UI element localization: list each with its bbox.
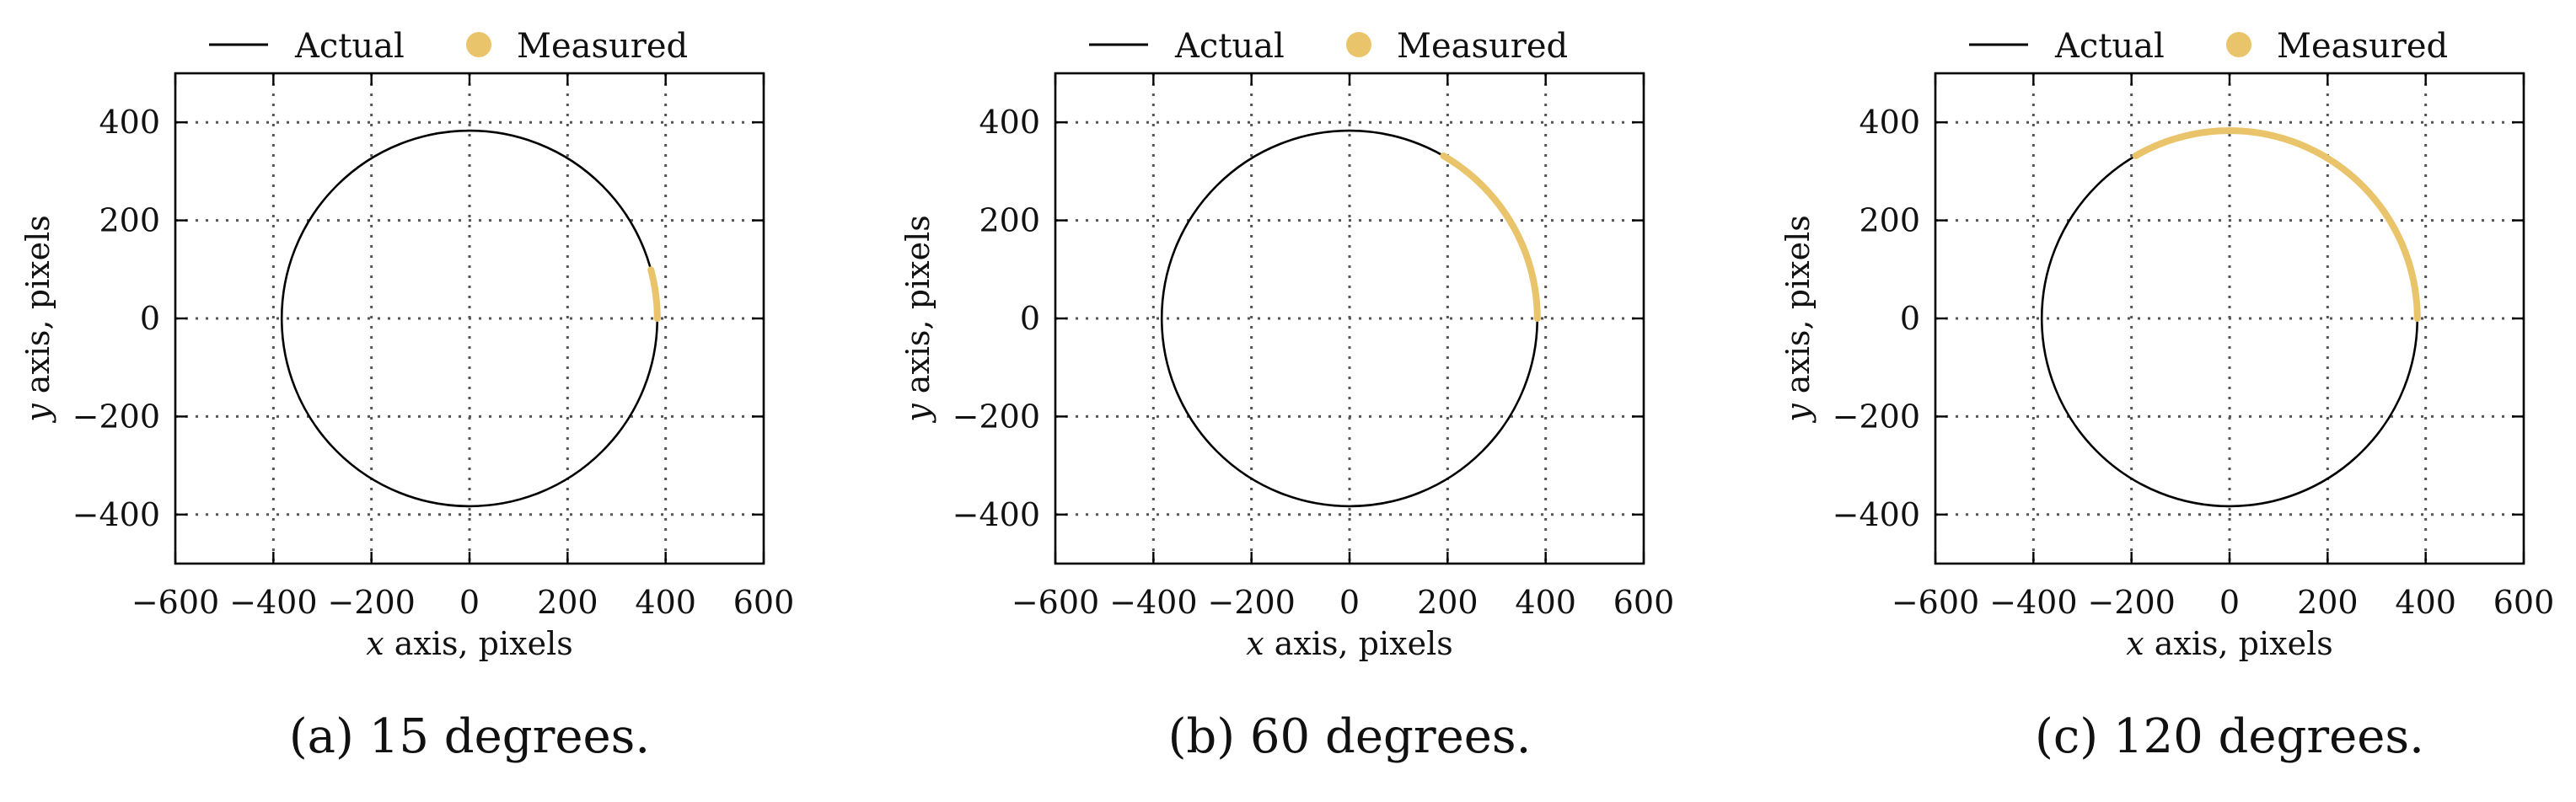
y-tick-label: −200	[72, 398, 160, 435]
x-tick-label: 200	[537, 584, 598, 621]
x-tick-label: −400	[1109, 584, 1197, 621]
legend-actual-label: Actual	[2054, 27, 2165, 66]
measured-arc	[647, 266, 661, 322]
legend-measured-marker	[2226, 32, 2251, 57]
x-axis-label: x axis, pixels	[1246, 625, 1452, 662]
subfigure-caption: (c) 120 degrees.	[2035, 709, 2424, 764]
x-tick-label: −600	[131, 584, 219, 621]
y-tick-label: 400	[979, 104, 1040, 141]
x-tick-label: 0	[1339, 584, 1360, 621]
y-axis-label: y axis, pixels	[19, 215, 56, 424]
x-axis-label: x axis, pixels	[366, 625, 572, 662]
x-tick-label: −600	[1892, 584, 1979, 621]
x-axis-label: x axis, pixels	[2126, 625, 2332, 662]
y-tick-label: −200	[1833, 398, 1920, 435]
legend-measured-marker	[1346, 32, 1371, 57]
y-tick-label: −400	[1833, 496, 1920, 533]
y-tick-label: 0	[1900, 300, 1920, 337]
subfigure-caption: (b) 60 degrees.	[1168, 709, 1532, 764]
legend-measured-label: Measured	[517, 27, 688, 66]
y-tick-label: 200	[99, 202, 160, 239]
measured-arc	[2132, 127, 2421, 322]
legend-measured-label: Measured	[1397, 27, 1568, 66]
x-tick-label: 200	[2297, 584, 2359, 621]
x-tick-label: 600	[1613, 584, 1675, 621]
x-tick-label: 600	[2493, 584, 2555, 621]
x-tick-label: −200	[1207, 584, 1295, 621]
y-tick-label: −400	[72, 496, 160, 533]
x-tick-label: 600	[733, 584, 795, 621]
y-tick-label: 200	[1859, 202, 1920, 239]
y-tick-label: 0	[1020, 300, 1040, 337]
x-tick-label: −600	[1012, 584, 1099, 621]
measured-arc	[1440, 152, 1541, 322]
plot-area	[1160, 129, 1541, 508]
x-tick-label: −200	[327, 584, 415, 621]
y-tick-label: 400	[99, 104, 160, 141]
legend-actual-label: Actual	[294, 27, 405, 66]
x-tick-label: 400	[635, 584, 696, 621]
y-tick-label: 0	[140, 300, 160, 337]
legend: Actual Measured	[1089, 27, 1568, 66]
legend-measured-label: Measured	[2277, 27, 2448, 66]
x-tick-label: 0	[2219, 584, 2240, 621]
plot-area	[2040, 127, 2421, 508]
legend-measured-marker	[466, 32, 491, 57]
subfigure-caption: (a) 15 degrees.	[289, 709, 650, 764]
y-axis-label: y axis, pixels	[899, 215, 936, 424]
legend-actual-label: Actual	[1174, 27, 1285, 66]
y-axis-label: y axis, pixels	[1779, 215, 1817, 424]
chart-panel-1: −600 −400 −200 0 200 400 600 −400 −200 0 200 400 x a…	[19, 27, 794, 764]
x-tick-label: −400	[229, 584, 317, 621]
legend: Actual Measured	[209, 27, 688, 66]
x-tick-label: −400	[1989, 584, 2077, 621]
chart-panel-3: −600 −400 −200 0 200 400 600 −400 −200 0 200 400 x a…	[1779, 27, 2554, 764]
plot-area	[280, 129, 661, 508]
y-tick-label: −200	[953, 398, 1040, 435]
x-tick-label: 200	[1417, 584, 1479, 621]
x-tick-label: −200	[2087, 584, 2175, 621]
y-tick-label: 400	[1859, 104, 1920, 141]
x-tick-label: 0	[459, 584, 480, 621]
y-tick-label: 200	[979, 202, 1040, 239]
legend: Actual Measured	[1969, 27, 2448, 66]
x-tick-label: 400	[2395, 584, 2456, 621]
x-tick-label: 400	[1515, 584, 1576, 621]
chart-panel-2: −600 −400 −200 0 200 400 600 −400 −200 0 200 400 x a…	[899, 27, 1674, 764]
y-tick-label: −400	[953, 496, 1040, 533]
